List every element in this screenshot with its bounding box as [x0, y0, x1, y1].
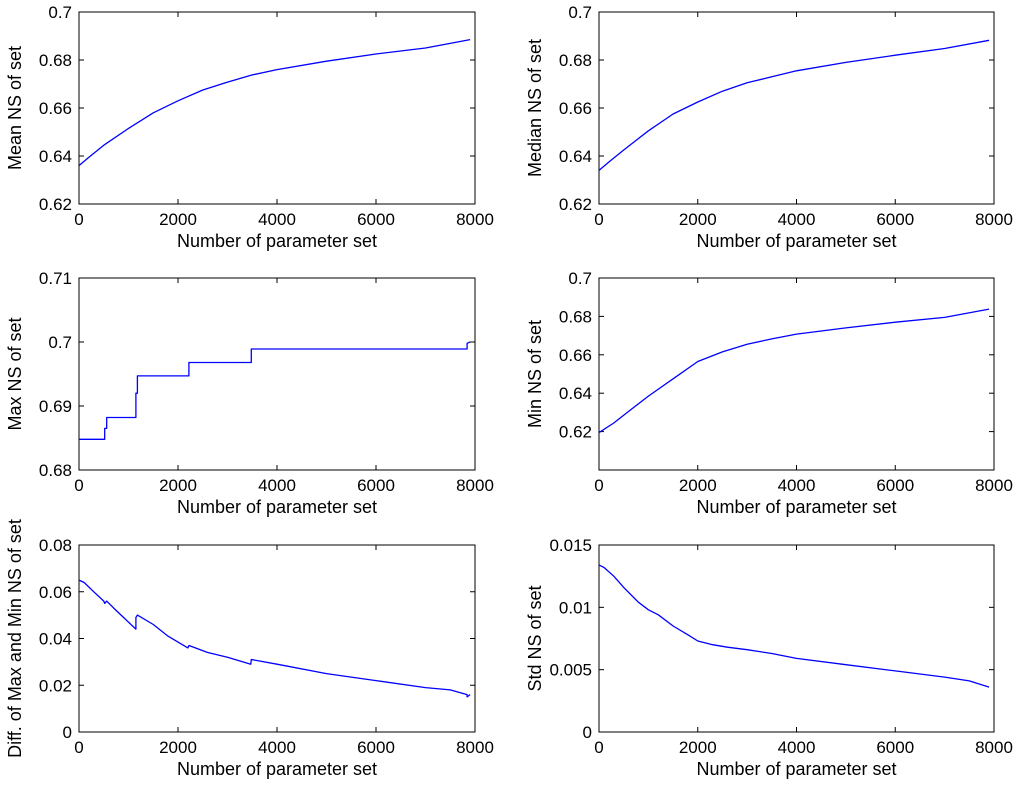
series-line: [598, 39, 990, 171]
y-tick-label: 0.62: [559, 423, 592, 442]
x-tick-label: 6000: [876, 476, 914, 495]
y-axis-label: Median NS of set: [525, 39, 545, 177]
x-tick-label: 6000: [357, 476, 395, 495]
x-tick-label: 4000: [778, 476, 816, 495]
x-tick-label: 6000: [357, 738, 395, 757]
y-tick-label: 0.7: [568, 3, 592, 22]
x-axis-label: Number of parameter set: [177, 231, 377, 251]
x-tick-label: 8000: [456, 210, 494, 229]
y-tick-label: 0.71: [39, 269, 72, 288]
series-line: [79, 341, 471, 440]
x-tick-label: 2000: [679, 210, 717, 229]
x-tick-label: 6000: [876, 738, 914, 757]
x-tick-label: 8000: [456, 738, 494, 757]
y-tick-label: 0.005: [549, 661, 592, 680]
x-tick-label: 2000: [159, 210, 197, 229]
chart-panel-2: 0 2000 4000 6000 8000 0.62 0.64 0.66 0.68 0.7 Numb…: [525, 3, 1013, 251]
y-tick-label: 0.64: [559, 147, 592, 166]
x-tick-label: 4000: [258, 210, 296, 229]
axes-frame: [598, 277, 995, 471]
chart-panel-3: 0 2000 4000 6000 8000 0.68 0.69 0.7 0.71 Number o…: [5, 269, 494, 517]
y-axis-label: Diff. of Max and Min NS of set: [5, 519, 25, 758]
chart-panel-1: 0 2000 4000 6000 8000 0.62 0.64 0.66 0.68 0.7 Numb…: [5, 3, 494, 251]
y-tick-label: 0.66: [559, 346, 592, 365]
series-line: [78, 38, 471, 167]
axes-frame: [78, 11, 476, 205]
y-axis-label: Mean NS of set: [5, 46, 25, 170]
y-tick-label: 0.62: [39, 195, 72, 214]
x-tick-label: 4000: [258, 738, 296, 757]
x-axis-label: Number of parameter set: [696, 231, 896, 251]
y-tick-label: 0.02: [39, 676, 72, 695]
y-axis-label: Min NS of set: [525, 320, 545, 428]
x-tick-label: 0: [594, 210, 603, 229]
x-tick-label: 8000: [975, 210, 1013, 229]
x-tick-label: 8000: [975, 738, 1013, 757]
axes-frame: [598, 544, 995, 733]
y-tick-label: 0.08: [39, 536, 72, 555]
x-axis-label: Number of parameter set: [696, 497, 896, 517]
x-tick-label: 4000: [258, 476, 296, 495]
axes-frame: [598, 11, 995, 205]
x-tick-label: 2000: [679, 476, 717, 495]
axes-frame: [78, 277, 476, 471]
y-tick-label: 0.62: [559, 195, 592, 214]
axes-frame: [78, 544, 476, 733]
chart-panel-4: 0 2000 4000 6000 8000 0.62 0.64 0.66 0.68 0.7 Numb…: [525, 269, 1013, 517]
y-tick-label: 0.64: [39, 147, 72, 166]
x-tick-label: 0: [74, 738, 83, 757]
y-tick-label: 0.06: [39, 583, 72, 602]
y-tick-label: 0.66: [39, 99, 72, 118]
x-axis-label: Number of parameter set: [177, 759, 377, 779]
y-axis-label: Max NS of set: [5, 317, 25, 430]
series-line: [598, 308, 990, 434]
series-line: [598, 564, 990, 688]
y-tick-label: 0.7: [568, 269, 592, 288]
y-tick-label: 0.015: [549, 536, 592, 555]
x-axis-label: Number of parameter set: [177, 497, 377, 517]
y-tick-label: 0.7: [48, 3, 72, 22]
x-tick-label: 4000: [778, 738, 816, 757]
chart-panel-6: 0 2000 4000 6000 8000 0 0.005 0.01 0.015 Number o…: [525, 536, 1013, 779]
y-tick-label: 0.7: [48, 333, 72, 352]
x-tick-label: 8000: [456, 476, 494, 495]
x-tick-label: 0: [74, 210, 83, 229]
x-tick-label: 2000: [159, 738, 197, 757]
y-tick-label: 0: [63, 723, 72, 742]
y-tick-label: 0: [583, 723, 592, 742]
x-tick-label: 6000: [357, 210, 395, 229]
x-tick-label: 0: [594, 738, 603, 757]
x-tick-label: 0: [74, 476, 83, 495]
y-tick-label: 0.68: [39, 51, 72, 70]
y-tick-label: 0.68: [559, 51, 592, 70]
x-tick-label: 2000: [679, 738, 717, 757]
y-axis-label: Std NS of set: [525, 585, 545, 691]
y-tick-label: 0.69: [39, 397, 72, 416]
x-tick-label: 0: [594, 476, 603, 495]
y-tick-label: 0.66: [559, 99, 592, 118]
x-tick-label: 4000: [778, 210, 816, 229]
chart-panel-5: 0 2000 4000 6000 8000 0 0.02 0.04 0.06 0.08 Number…: [5, 519, 494, 779]
x-axis-label: Number of parameter set: [696, 759, 896, 779]
y-tick-label: 0.01: [559, 598, 592, 617]
y-tick-label: 0.04: [39, 630, 72, 649]
x-tick-label: 6000: [876, 210, 914, 229]
series-line: [78, 579, 471, 698]
y-tick-label: 0.68: [39, 461, 72, 480]
x-tick-label: 2000: [159, 476, 197, 495]
x-tick-label: 8000: [975, 476, 1013, 495]
y-tick-label: 0.64: [559, 384, 592, 403]
y-tick-label: 0.68: [559, 307, 592, 326]
